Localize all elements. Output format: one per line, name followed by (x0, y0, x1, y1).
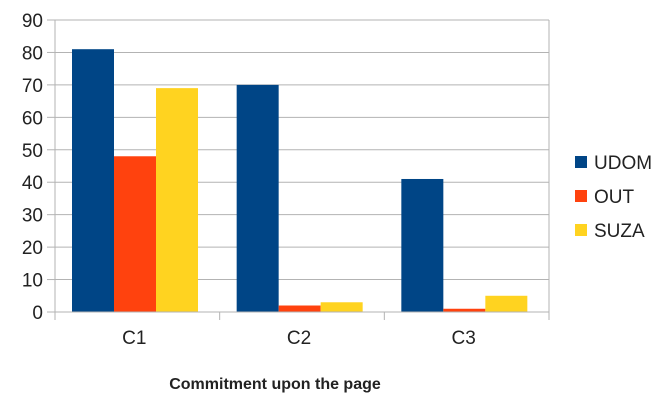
bar-suza-c1 (156, 88, 198, 312)
bars (72, 49, 528, 312)
x-tick-label: C1 (122, 328, 146, 349)
y-tick-label: 10 (22, 271, 43, 292)
bar-out-c1 (114, 156, 156, 312)
x-tick-label: C3 (452, 328, 476, 349)
y-tick-label: 70 (22, 76, 43, 97)
y-tick-label: 60 (22, 108, 43, 129)
bar-udom-c3 (401, 178, 444, 312)
legend: UDOM OUT SUZA (575, 153, 652, 242)
legend-swatch-udom (575, 156, 587, 168)
bar-udom-c1 (72, 49, 114, 312)
bar-suza-c2 (320, 302, 363, 312)
legend-swatch-suza (575, 224, 587, 236)
x-axis (54, 311, 550, 320)
y-axis-ticks: 0 10 20 30 40 50 60 70 80 90 (22, 11, 55, 324)
legend-label-udom: UDOM (594, 153, 652, 174)
x-tick-label: C2 (287, 328, 311, 349)
bar-suza-c3 (485, 295, 528, 312)
y-tick-label: 90 (22, 11, 43, 32)
y-tick-label: 20 (22, 238, 43, 259)
x-axis-tick-labels: C1 C2 C3 (122, 328, 476, 349)
y-tick-label: 30 (22, 206, 43, 227)
y-tick-label: 50 (22, 141, 43, 162)
legend-swatch-out (575, 190, 587, 202)
y-tick-label: 0 (32, 303, 43, 324)
x-axis-title: Commitment upon the page (169, 376, 381, 393)
y-tick-label: 40 (22, 173, 43, 194)
bar-out-c2 (278, 305, 321, 312)
bar-udom-c2 (236, 84, 279, 312)
bar-out-c3 (443, 308, 486, 312)
legend-label-out: OUT (594, 187, 635, 208)
y-tick-label: 80 (22, 43, 43, 64)
legend-label-suza: SUZA (594, 221, 645, 242)
